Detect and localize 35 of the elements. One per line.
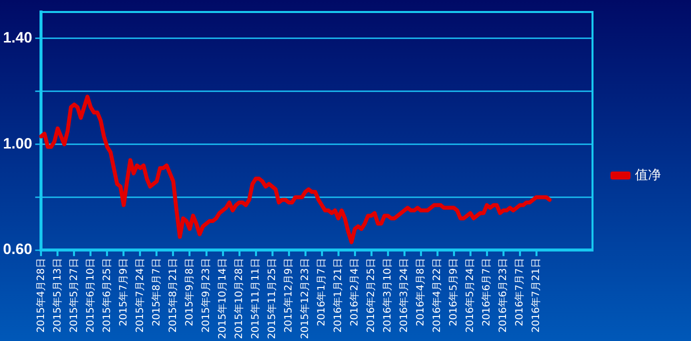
x-tick-label: 2016年7月21日 [530,258,542,333]
x-tick-label: 2016年6月7日 [480,258,492,326]
x-tick-label: 2015年8月21日 [166,258,179,333]
x-tick-label: 2015年8月7日 [150,258,162,326]
x-tick-label: 2016年5月9日 [447,258,460,326]
x-tick-label: 2016年2月25日 [364,258,377,333]
y-tick-label: 0.60 [2,241,32,258]
x-tick-label: 2015年10月14日 [216,258,228,340]
x-tick-label: 2015年12月9日 [282,258,294,333]
x-tick-label: 2016年4月8日 [414,258,426,326]
x-tick-label: 2015年12月23日 [298,258,311,340]
x-tick-label: 2016年4月22日 [430,258,443,333]
x-tick-label: 2015年6月10日 [84,258,96,333]
y-tick-label: 1.00 [2,135,32,152]
x-tick-label: 2016年5月24日 [464,258,476,333]
x-tick-label: 2016年7月7日 [513,258,526,326]
x-tick-label: 2015年11月11日 [249,258,262,340]
x-tick-label: 2015年9月8日 [183,258,196,326]
x-tick-label: 2015年7月9日 [117,258,130,326]
x-tick-label: 2015年6月25日 [100,258,113,333]
x-tick-label: 2015年5月13日 [51,258,64,333]
x-tick-label: 2015年11月25日 [266,258,278,340]
y-tick-label: 1.40 [2,30,32,47]
x-tick-label: 2016年1月21日 [332,258,344,333]
x-tick-label: 2015年9月23日 [200,258,212,333]
x-tick-label: 2015年10月28日 [232,258,245,340]
legend-label: 值净 [635,168,661,183]
x-tick-label: 2016年3月24日 [398,258,410,333]
x-tick-label: 2016年2月4日 [348,258,360,326]
x-tick-label: 2015年5月27日 [68,258,80,333]
x-tick-label: 2015年7月24日 [134,258,146,333]
x-tick-label: 2015年4月28日 [34,258,47,333]
x-tick-label: 2016年6月23日 [496,258,509,333]
x-tick-label: 2016年1月7日 [315,258,328,326]
x-tick-label: 2016年3月10日 [381,258,394,333]
